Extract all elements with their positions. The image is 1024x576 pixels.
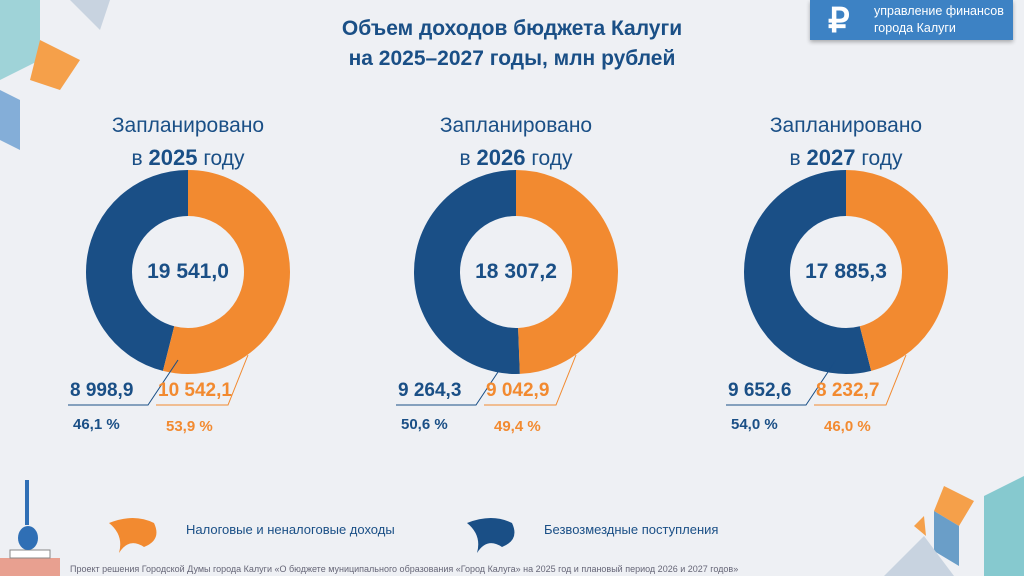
page-title: Объем доходов бюджета Калуги на 2025–202… (0, 14, 1024, 74)
heading-text: Запланировано (769, 114, 923, 137)
grants-percent: 54,0 % (731, 416, 778, 433)
donut-segment-tax (845, 170, 948, 371)
grants-value: 9 652,6 (728, 380, 792, 401)
leader-line (396, 359, 507, 406)
logo-line-1: управление финансов (874, 4, 1004, 18)
year-suffix: году (203, 147, 245, 170)
chart-heading: Запланировано в 2027 году (716, 110, 976, 175)
leader-line (156, 354, 249, 406)
leader-line (68, 359, 179, 406)
leader-line (814, 354, 907, 406)
legend-grants-swatch (467, 518, 515, 553)
decorative-cubes-left (0, 0, 110, 150)
chart-heading: Запланировано в 2026 году (386, 110, 646, 175)
grants-percent: 50,6 % (401, 416, 448, 433)
legend-tax-label: Налоговые и неналоговые доходы (186, 522, 395, 537)
heading-year: в 2026 году (386, 142, 646, 175)
year-suffix: году (531, 147, 573, 170)
grants-value: 8 998,9 (70, 380, 134, 401)
finance-dept-logo: ₽ управление финансов города Калуги (810, 0, 1013, 40)
tax-percent: 53,9 % (166, 418, 213, 435)
year: 2025 (148, 145, 198, 170)
donut-segment-grants (744, 170, 872, 374)
monument-icon (0, 480, 60, 576)
leader-line (726, 359, 837, 406)
year-suffix: году (861, 147, 903, 170)
tax-percent: 49,4 % (494, 418, 541, 435)
year: 2027 (806, 145, 856, 170)
footer-note: Проект решения Городской Думы города Кал… (70, 564, 739, 574)
tax-value: 9 042,9 (486, 380, 550, 401)
ruble-icon: ₽ (828, 2, 850, 40)
donut-segment-grants (414, 170, 520, 374)
title-line-2: на 2025–2027 годы, млн рублей (348, 47, 676, 70)
grants-percent: 46,1 % (73, 416, 120, 433)
heading-text: Запланировано (439, 114, 593, 137)
donut-total: 19 541,0 (147, 260, 229, 283)
year-prefix: в (131, 147, 143, 170)
heading-year: в 2027 году (716, 142, 976, 175)
decorative-cubes-right (884, 476, 1024, 576)
tax-value: 8 232,7 (816, 380, 880, 401)
donut-segment-grants (86, 170, 189, 371)
year: 2026 (476, 145, 526, 170)
title-line-1: Объем доходов бюджета Калуги (341, 17, 683, 40)
donut-segment-tax (515, 170, 618, 374)
donut-total: 18 307,2 (475, 260, 557, 283)
year-prefix: в (459, 147, 471, 170)
leader-line (484, 354, 577, 406)
legend-tax-swatch (109, 518, 157, 553)
logo-line-2: города Калуги (874, 21, 956, 35)
legend-grants-label: Безвозмездные поступления (544, 522, 719, 537)
donut-total: 17 885,3 (805, 260, 887, 283)
tax-percent: 46,0 % (824, 418, 871, 435)
heading-text: Запланировано (111, 114, 265, 137)
grants-value: 9 264,3 (398, 380, 462, 401)
year-prefix: в (789, 147, 801, 170)
tax-value: 10 542,1 (158, 380, 232, 401)
donut-segment-tax (162, 170, 290, 374)
chart-heading: Запланировано в 2025 году (58, 110, 318, 175)
heading-year: в 2025 году (58, 142, 318, 175)
